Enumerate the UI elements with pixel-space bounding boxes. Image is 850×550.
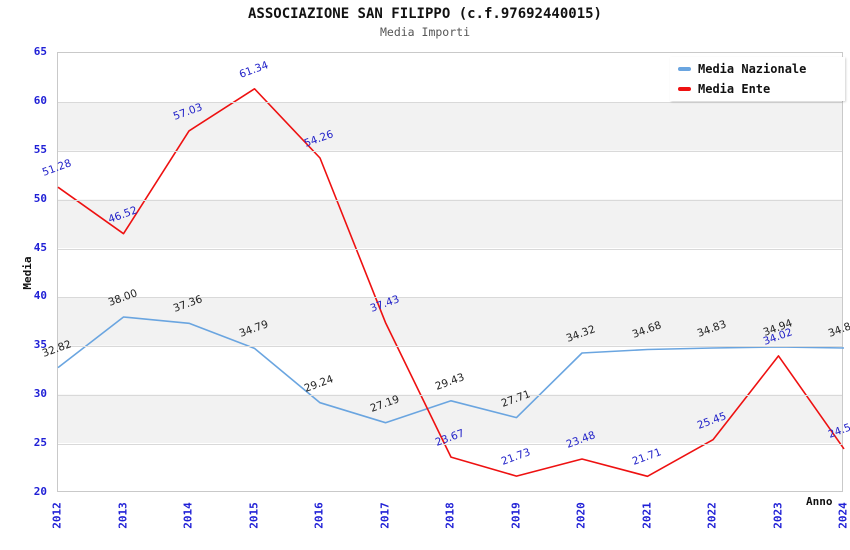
gridline-y-55 — [58, 150, 842, 152]
gridline-y-45 — [58, 248, 842, 250]
y-tick-label-25: 25 — [33, 436, 47, 450]
x-tick-label-2021: 2021 — [640, 502, 653, 529]
x-tick-label-2014: 2014 — [181, 502, 195, 529]
y-tick-label-20: 20 — [33, 485, 47, 498]
y-tick-label-40: 40 — [33, 289, 47, 303]
gridline-y-40 — [58, 297, 842, 299]
y-tick-label-35: 35 — [33, 338, 47, 352]
x-tick-label-2015: 2015 — [247, 502, 260, 529]
y-tick-label-60: 60 — [33, 93, 47, 107]
legend: Media Nazionale Media Ente — [670, 57, 845, 101]
x-tick-label-2019: 2019 — [509, 502, 522, 529]
legend-label-media-ente: Media Ente — [698, 82, 771, 96]
legend-item-media-ente: Media Ente — [678, 82, 845, 96]
y-tick-label-50: 50 — [33, 191, 47, 205]
x-tick-label-2024: 2024 — [836, 502, 850, 529]
chart-title: ASSOCIAZIONE SAN FILIPPO (c.f.9769244001… — [247, 6, 602, 22]
legend-item-media-nazionale: Media Nazionale — [678, 62, 845, 76]
x-tick-label-2013: 2013 — [116, 502, 129, 529]
y-tick-label-45: 45 — [33, 240, 47, 254]
x-tick-label-2022: 2022 — [705, 502, 719, 529]
gridline-y-25 — [58, 444, 842, 446]
x-tick-label-2017: 2017 — [378, 502, 391, 529]
blue-line-sample-icon — [678, 67, 691, 71]
x-tick-label-2023: 2023 — [771, 502, 784, 529]
x-tick-label-2018: 2018 — [443, 502, 457, 529]
legend-label-media-nazionale: Media Nazionale — [698, 62, 807, 76]
x-tick-label-2020: 2020 — [574, 502, 588, 529]
x-tick-label-2016: 2016 — [312, 502, 326, 529]
gridline-y-30 — [58, 395, 842, 397]
red-line-sample-icon — [678, 87, 691, 91]
x-tick-label-2012: 2012 — [50, 502, 64, 529]
gridline-y-60 — [58, 101, 842, 103]
gridline-y-35 — [58, 346, 842, 348]
gridline-y-50 — [58, 199, 842, 201]
series-line-1 — [57, 87, 845, 478]
series-lines — [57, 87, 845, 478]
series-line-0 — [57, 316, 845, 424]
y-tick-label-65: 65 — [33, 45, 47, 58]
x-axis-title: Anno — [806, 495, 833, 508]
y-tick-label-55: 55 — [33, 142, 47, 156]
chart-subtitle: Media Importi — [379, 25, 470, 39]
y-tick-label-30: 30 — [33, 387, 47, 401]
plot-area — [57, 52, 845, 492]
